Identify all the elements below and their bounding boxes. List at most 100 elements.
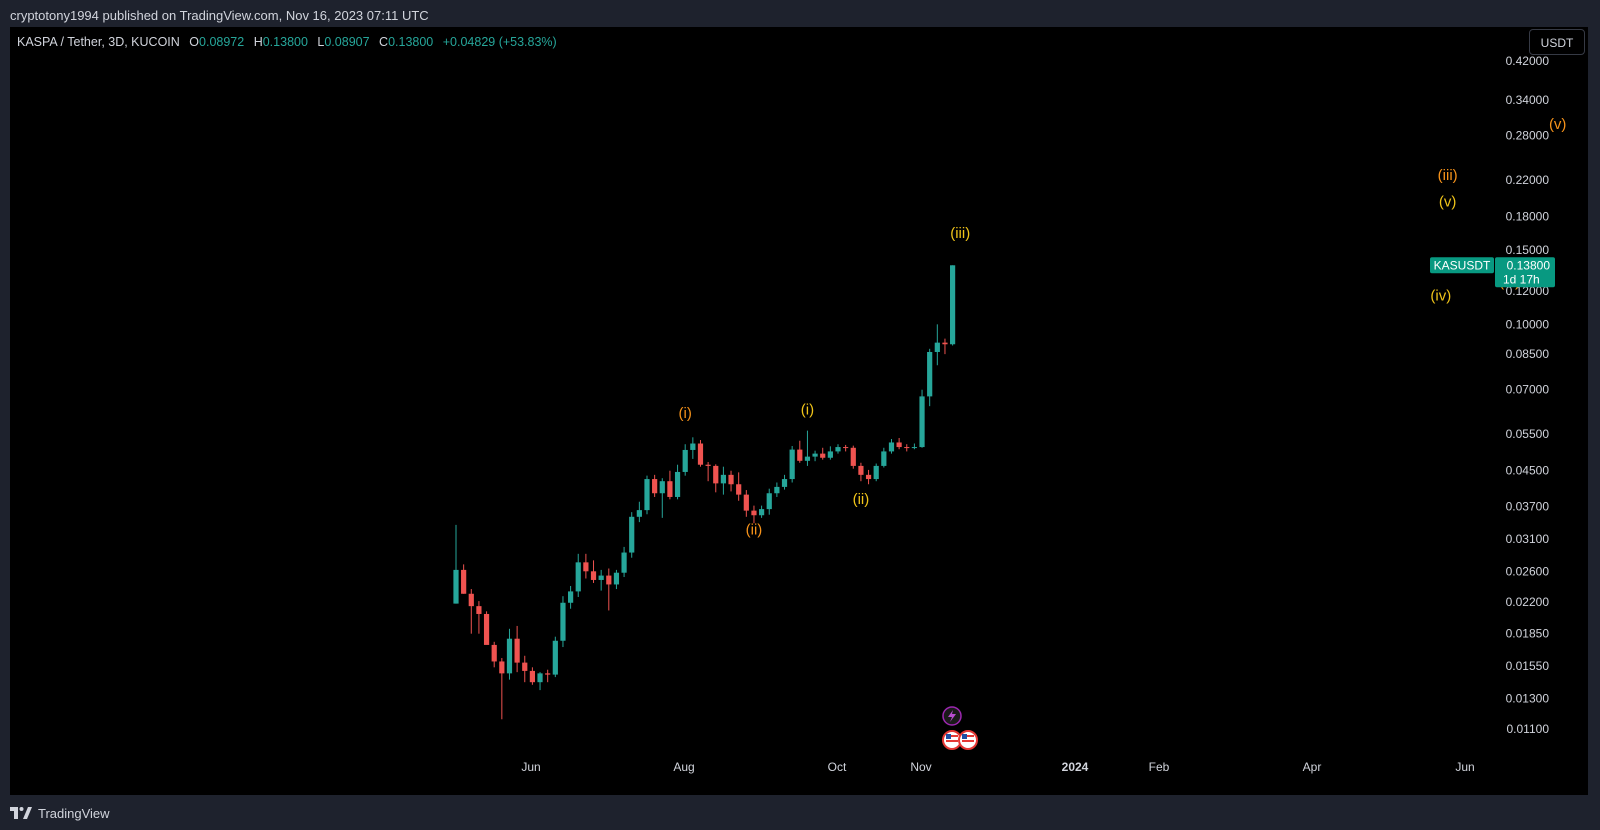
candle-body [606,575,612,585]
candle-body [506,638,513,674]
wave-label: (i) [801,401,814,418]
candle-body [835,447,841,452]
x-tick-label: Aug [673,760,694,774]
candle-body [827,451,833,458]
wave-label: (iii) [950,225,970,242]
candle-body [537,673,543,683]
candle-body [896,442,902,448]
legend-open-key: O [189,35,200,49]
candle-body [858,465,864,475]
candle-body [789,449,795,480]
candle-body [743,494,749,511]
y-tick-label: 0.18000 [1506,210,1550,224]
candle-body [560,602,566,641]
legend-close-key: C [379,35,389,49]
candle-body [797,449,803,461]
flag-stripe [946,735,958,737]
y-tick-label: 0.22000 [1506,173,1550,187]
candle-body [552,640,558,675]
candle-body [720,474,726,484]
candle-body [483,613,490,645]
candle-body [476,606,482,614]
candle-body [911,447,917,449]
candle-body [850,447,856,466]
candle-body [514,638,520,663]
legend-high-key: H [253,35,263,49]
candle-body [942,342,948,345]
price-badge-value: 0.13800 [1507,258,1551,272]
currency-button[interactable]: USDT [1529,29,1585,55]
y-tick-label: 0.05500 [1506,427,1550,441]
x-tick-label: Apr [1303,760,1322,774]
candle-body [812,453,818,457]
candle-body [705,464,711,466]
legend-change-value: +0.04829 (+53.83%) [442,35,557,49]
candle-body [881,451,887,466]
candle-body [919,396,925,448]
y-tick-label: 0.02600 [1506,564,1550,578]
x-tick-label: Nov [910,760,931,774]
y-tick-label: 0.01300 [1506,691,1550,705]
candle-body [468,593,474,607]
candle-body [545,673,551,675]
candle-body [865,474,872,480]
symbol-legend: KASPA / Tether, 3D, KUCOIN O0.08972 H0.1… [17,34,557,50]
x-tick-label: Oct [828,760,847,774]
candle-body [774,486,780,494]
candle-body [575,562,581,592]
candle-body [904,447,910,449]
wave-label: (ii) [853,491,870,508]
y-tick-label: 0.04500 [1506,464,1550,478]
flag-stripe [962,735,974,737]
flag-canton [946,734,951,739]
symbol-title[interactable]: KASPA / Tether, 3D, KUCOIN [17,35,180,49]
candle-body [804,456,811,461]
candle-body [636,510,642,517]
flag-canton [962,734,967,739]
tradingview-logo[interactable]: TradingView [10,803,110,823]
legend-low-value: 0.08907 [324,35,370,49]
wave-label: (iv) [1430,287,1451,304]
y-tick-label: 0.03100 [1506,532,1550,546]
publisher-line: cryptotony1994 published on TradingView.… [10,8,429,23]
candle-body [697,443,704,465]
ticker-badge-label: KASUSDT [1434,258,1491,272]
y-tick-label: 0.01550 [1506,659,1550,673]
y-tick-label: 0.01100 [1507,722,1550,736]
candle-body [674,471,681,497]
candle-body [568,591,574,603]
x-tick-label: Jun [1455,760,1474,774]
tradingview-brand-text: TradingView [38,805,110,821]
x-tick-label: Feb [1149,760,1170,774]
candle-body [888,442,895,452]
price-badge-countdown: 1d 17h [1503,272,1540,286]
candle-body [713,465,719,484]
candle-body [736,484,742,495]
candle-body [751,510,757,516]
y-tick-label: 0.02200 [1506,595,1550,609]
candle-body [491,644,497,662]
y-tick-label: 0.07000 [1506,383,1550,397]
candle-body [621,552,627,573]
flag-stripe [946,740,958,742]
wave-label: (i) [679,405,692,422]
lightning-icon-glyph [948,710,956,722]
legend-low-key: L [317,35,325,49]
legend-high-value: 0.13800 [262,35,308,49]
chart-pane[interactable] [10,27,1588,795]
tradingview-logo-icon [10,807,32,819]
candle-body [728,474,734,485]
candle-body [598,575,604,580]
flag-stripe [962,740,974,742]
legend-close-value: 0.13800 [388,35,434,49]
x-tick-label: Jun [521,760,540,774]
y-tick-label: 0.42000 [1506,54,1550,68]
y-tick-label: 0.15000 [1506,243,1550,257]
candle-body [583,562,589,572]
candle-body [461,569,467,594]
y-tick-label: 0.03700 [1506,500,1550,514]
candle-body [644,479,650,511]
candle-body [499,661,505,674]
y-tick-label: 0.08500 [1506,347,1550,361]
